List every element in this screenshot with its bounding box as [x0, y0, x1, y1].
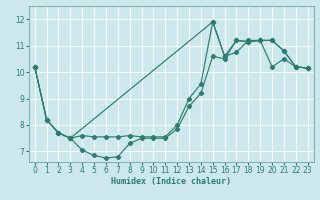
- X-axis label: Humidex (Indice chaleur): Humidex (Indice chaleur): [111, 177, 231, 186]
